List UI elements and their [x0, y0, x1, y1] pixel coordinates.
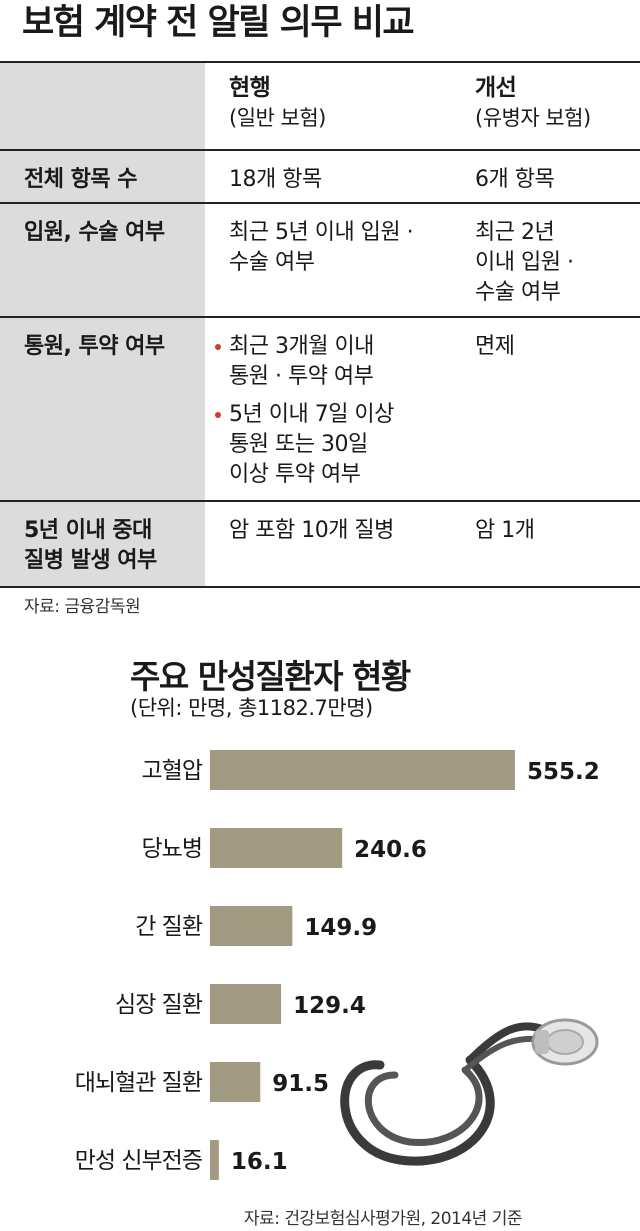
- value-label: 555.2: [527, 759, 600, 785]
- category-label: 고혈압: [142, 758, 203, 784]
- bullet-list: 최근 3개월 이내 통원 · 투약 여부 5년 이내 7일 이상 통원 또는 3…: [211, 332, 465, 490]
- cell-improved: 최근 2년 이내 입원 · 수술 여부: [465, 202, 640, 317]
- cell-improved: 면제: [465, 316, 640, 501]
- row-head-text: 질병 발생 여부: [24, 548, 157, 573]
- cell-text: 최근 5년 이내 입원 ·: [229, 220, 414, 245]
- cell-current: 최근 5년 이내 입원 · 수술 여부: [205, 202, 465, 317]
- header-improved-label: 개선: [475, 75, 517, 101]
- category-label: 만성 신부전증: [75, 1148, 202, 1174]
- bar-chart: 고혈압 555.2 당뇨병 240.6 간 질환 149.9 심장 질환 129.4 대뇌혈관 …: [75, 750, 600, 1180]
- value-label: 129.4: [293, 993, 366, 1019]
- value-label: 240.6: [354, 837, 427, 863]
- bullet-dot-icon: [215, 412, 221, 418]
- bullet-text: 통원 · 투약 여부: [229, 364, 374, 389]
- cell-text: 이내 입원 ·: [475, 250, 574, 275]
- category-label: 심장 질환: [115, 992, 203, 1018]
- cell-improved: 암 1개: [465, 500, 640, 588]
- bars-group: 고혈압 555.2 당뇨병 240.6 간 질환 149.9 심장 질환 129.4 대뇌혈관 …: [75, 750, 600, 1180]
- table-source: 자료: 금융감독원: [24, 597, 141, 617]
- chart-title: 주요 만성질환자 현황: [130, 657, 411, 696]
- cell-current: 18개 항목: [205, 149, 465, 203]
- bar: [210, 750, 515, 790]
- cell-text: 수술 여부: [475, 280, 561, 305]
- category-label: 당뇨병: [142, 836, 202, 862]
- comparison-table: 현행 (일반 보험) 개선 (유병자 보험) 전체 항목 수 18개 항목 6개…: [0, 61, 640, 588]
- cell-improved: 6개 항목: [465, 149, 640, 203]
- bullet-item: 5년 이내 7일 이상 통원 또는 30일 이상 투약 여부: [211, 400, 465, 490]
- bullet-item: 최근 3개월 이내 통원 · 투약 여부: [211, 332, 465, 392]
- value-label: 149.9: [304, 915, 377, 941]
- row-head-total-items: 전체 항목 수: [0, 149, 205, 203]
- bullet-dot-icon: [215, 344, 221, 350]
- chart-subtitle: (단위: 만명, 총1182.7만명): [130, 696, 373, 720]
- cell-text: 18개 항목: [229, 167, 322, 192]
- row-head-outpatient-medication: 통원, 투약 여부: [0, 316, 205, 501]
- bullet-text: 최근 3개월 이내: [229, 334, 374, 359]
- page-title: 보험 계약 전 알릴 의무 비교: [22, 3, 415, 43]
- bar: [210, 984, 282, 1024]
- cell-text: 암 포함 10개 질병: [229, 518, 394, 543]
- bar: [210, 1062, 261, 1102]
- cell-current: 최근 3개월 이내 통원 · 투약 여부 5년 이내 7일 이상 통원 또는 3…: [205, 316, 465, 501]
- cell-text: 암 1개: [475, 518, 535, 543]
- chart-source: 자료: 건강보험심사평가원, 2014년 기준: [243, 1209, 523, 1229]
- table-header-row: 현행 (일반 보험) 개선 (유병자 보험): [0, 61, 640, 150]
- row-head-admission-surgery: 입원, 수술 여부: [0, 202, 205, 317]
- bar: [210, 1140, 219, 1180]
- header-improved-sub: (유병자 보험): [475, 106, 591, 130]
- bar: [210, 906, 293, 946]
- header-current-label: 현행: [229, 75, 271, 101]
- stethoscope-icon: [340, 1018, 599, 1166]
- table-row: 통원, 투약 여부 최근 3개월 이내 통원 · 투약 여부 5년 이내 7일 …: [0, 316, 640, 501]
- category-label: 간 질환: [135, 914, 203, 940]
- table-row: 5년 이내 중대 질병 발생 여부 암 포함 10개 질병 암 1개: [0, 500, 640, 588]
- bullet-text: 5년 이내 7일 이상: [229, 402, 394, 427]
- row-head-text: 전체 항목 수: [24, 167, 138, 192]
- table-header-current: 현행 (일반 보험): [205, 61, 465, 150]
- row-head-text: 5년 이내 중대: [24, 518, 152, 543]
- bullet-text: 통원 또는 30일: [229, 432, 368, 457]
- cell-current: 암 포함 10개 질병: [205, 500, 465, 588]
- bullet-text: 이상 투약 여부: [229, 462, 361, 487]
- row-head-text: 통원, 투약 여부: [24, 334, 165, 359]
- table-row: 전체 항목 수 18개 항목 6개 항목: [0, 149, 640, 203]
- table-row: 입원, 수술 여부 최근 5년 이내 입원 · 수술 여부 최근 2년 이내 입…: [0, 202, 640, 317]
- value-label: 16.1: [231, 1149, 288, 1175]
- cell-text: 6개 항목: [475, 167, 555, 192]
- cell-text: 면제: [475, 334, 515, 359]
- header-current-sub: (일반 보험): [229, 106, 326, 130]
- table-header-empty-cell: [0, 61, 205, 150]
- row-head-major-disease: 5년 이내 중대 질병 발생 여부: [0, 500, 205, 588]
- cell-text: 최근 2년: [475, 220, 555, 245]
- bar: [210, 828, 343, 868]
- value-label: 91.5: [272, 1071, 329, 1097]
- table-header-improved: 개선 (유병자 보험): [465, 61, 640, 150]
- cell-text: 수술 여부: [229, 250, 315, 275]
- category-label: 대뇌혈관 질환: [75, 1070, 203, 1096]
- row-head-text: 입원, 수술 여부: [24, 220, 165, 245]
